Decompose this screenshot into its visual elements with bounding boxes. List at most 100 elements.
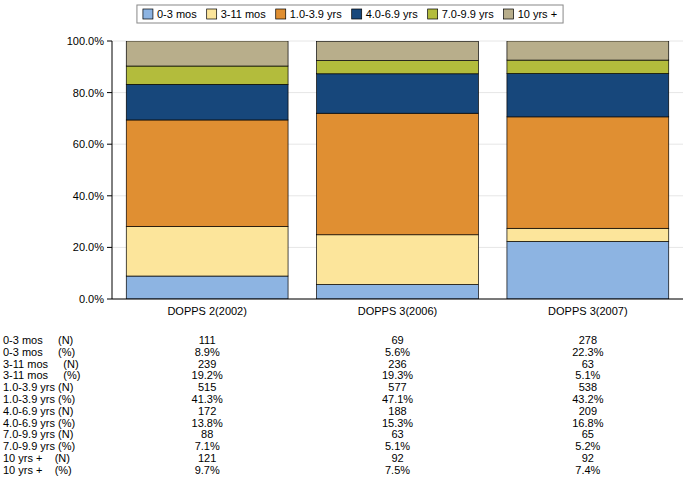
bar-segment	[317, 235, 479, 285]
bar-segment	[507, 41, 669, 60]
legend-label: 4.0-6.9 yrs	[366, 8, 418, 20]
row-label: 4.0-6.9 yrs (%)	[3, 417, 75, 429]
table-value: 65	[582, 428, 594, 440]
table-value: 88	[201, 428, 213, 440]
table-value: 15.3%	[382, 417, 413, 429]
table-value: 8.9%	[195, 346, 220, 358]
bar-segment	[507, 228, 669, 241]
table-value: 278	[579, 334, 597, 346]
legend-swatch	[352, 9, 362, 19]
tick-mark	[107, 41, 112, 42]
tick-label: 60.0%	[73, 138, 104, 150]
table-value: 7.1%	[195, 440, 220, 452]
legend-label: 10 yrs +	[518, 8, 557, 20]
row-label: 0-3 mos (%)	[3, 346, 75, 358]
tick-mark	[107, 92, 112, 93]
row-label: 1.0-3.9 yrs (N)	[3, 381, 73, 393]
tick-label: 20.0%	[73, 241, 104, 253]
tick-label: 80.0%	[73, 87, 104, 99]
table-value: 172	[198, 405, 216, 417]
table-value: 5.6%	[385, 346, 410, 358]
legend-swatch	[504, 9, 514, 19]
table-value: 236	[388, 358, 406, 370]
table-value: 63	[391, 428, 403, 440]
y-axis	[112, 41, 113, 299]
legend-box	[137, 5, 563, 23]
table-value: 5.2%	[575, 440, 600, 452]
bar-segment	[126, 84, 288, 120]
row-label: 3-11 mos (%)	[3, 369, 80, 381]
bar-segment	[126, 41, 288, 66]
bar-segment	[507, 60, 669, 73]
legend-label: 1.0-3.9 yrs	[290, 8, 342, 20]
row-label: 7.0-9.9 yrs (%)	[3, 440, 75, 452]
table-value: 92	[582, 452, 594, 464]
tick-mark	[107, 247, 112, 248]
tick-mark	[107, 195, 112, 196]
table-value: 5.1%	[385, 440, 410, 452]
bar-segment	[126, 276, 288, 299]
table-value: 19.2%	[192, 369, 223, 381]
table-value: 538	[579, 381, 597, 393]
bar-segment	[317, 113, 479, 235]
row-label: 10 yrs + (%)	[3, 464, 72, 476]
legend-swatch	[428, 9, 438, 19]
legend-swatch	[143, 9, 153, 19]
tick-label: 100.0%	[67, 35, 105, 47]
legend-swatch	[276, 9, 286, 19]
grid	[112, 41, 683, 299]
legend-swatch	[207, 9, 217, 19]
table-value: 22.3%	[572, 346, 603, 358]
legend: 0-3 mos 3-11 mos 1.0-3.9 yrs 4.0-6.9 yrs 7.0…	[137, 5, 563, 23]
table-value: 47.1%	[382, 393, 413, 405]
row-label: 1.0-3.9 yrs (%)	[3, 393, 75, 405]
bar-segment	[126, 66, 288, 84]
row-label: 10 yrs + (N)	[3, 452, 70, 464]
tick-mark	[107, 299, 112, 300]
chart: 0.0%20.0%40.0%60.0%80.0%100.0%DOPPS 2(20…	[0, 0, 700, 500]
category-label: DOPPS 3(2006)	[358, 305, 437, 317]
table-value: 209	[579, 405, 597, 417]
bar-segment	[507, 74, 669, 117]
row-label: 4.0-6.9 yrs (N)	[3, 405, 73, 417]
bar-segment	[317, 41, 479, 60]
bar-segment	[317, 285, 479, 299]
table-value: 515	[198, 381, 216, 393]
table-value: 188	[388, 405, 406, 417]
table-value: 5.1%	[575, 369, 600, 381]
bar-segment	[507, 241, 669, 299]
tick-mark	[107, 144, 112, 145]
table-value: 9.7%	[195, 464, 220, 476]
table-value: 239	[198, 358, 216, 370]
table-value: 577	[388, 381, 406, 393]
table-value: 121	[198, 452, 216, 464]
bars	[126, 41, 668, 299]
table-value: 69	[391, 334, 403, 346]
table-value: 41.3%	[192, 393, 223, 405]
bar-segment	[507, 117, 669, 228]
row-label: 7.0-9.9 yrs (N)	[3, 428, 73, 440]
table-value: 13.8%	[192, 417, 223, 429]
table-value: 7.5%	[385, 464, 410, 476]
category-label: DOPPS 2(2002)	[167, 305, 246, 317]
bar-segment	[126, 120, 288, 227]
bar-segment	[317, 61, 479, 74]
table-value: 7.4%	[575, 464, 600, 476]
background	[0, 0, 700, 500]
row-label: 0-3 mos (N)	[3, 334, 73, 346]
tick-label: 40.0%	[73, 190, 104, 202]
legend-label: 0-3 mos	[157, 8, 197, 20]
table-value: 43.2%	[572, 393, 603, 405]
bar-segment	[317, 74, 479, 113]
data-table: 0-3 mos (N)111692780-3 mos (%)8.9%5.6%22…	[3, 334, 604, 476]
grid-line	[112, 299, 683, 300]
legend-label: 3-11 mos	[221, 8, 267, 20]
category-label: DOPPS 3(2007)	[548, 305, 627, 317]
bar-segment	[126, 227, 288, 277]
legend-label: 7.0-9.9 yrs	[442, 8, 494, 20]
legend-items: 0-3 mos 3-11 mos 1.0-3.9 yrs 4.0-6.9 yrs 7.0…	[143, 8, 557, 20]
table-value: 19.3%	[382, 369, 413, 381]
table-value: 92	[391, 452, 403, 464]
table-value: 16.8%	[572, 417, 603, 429]
table-value: 63	[582, 358, 594, 370]
